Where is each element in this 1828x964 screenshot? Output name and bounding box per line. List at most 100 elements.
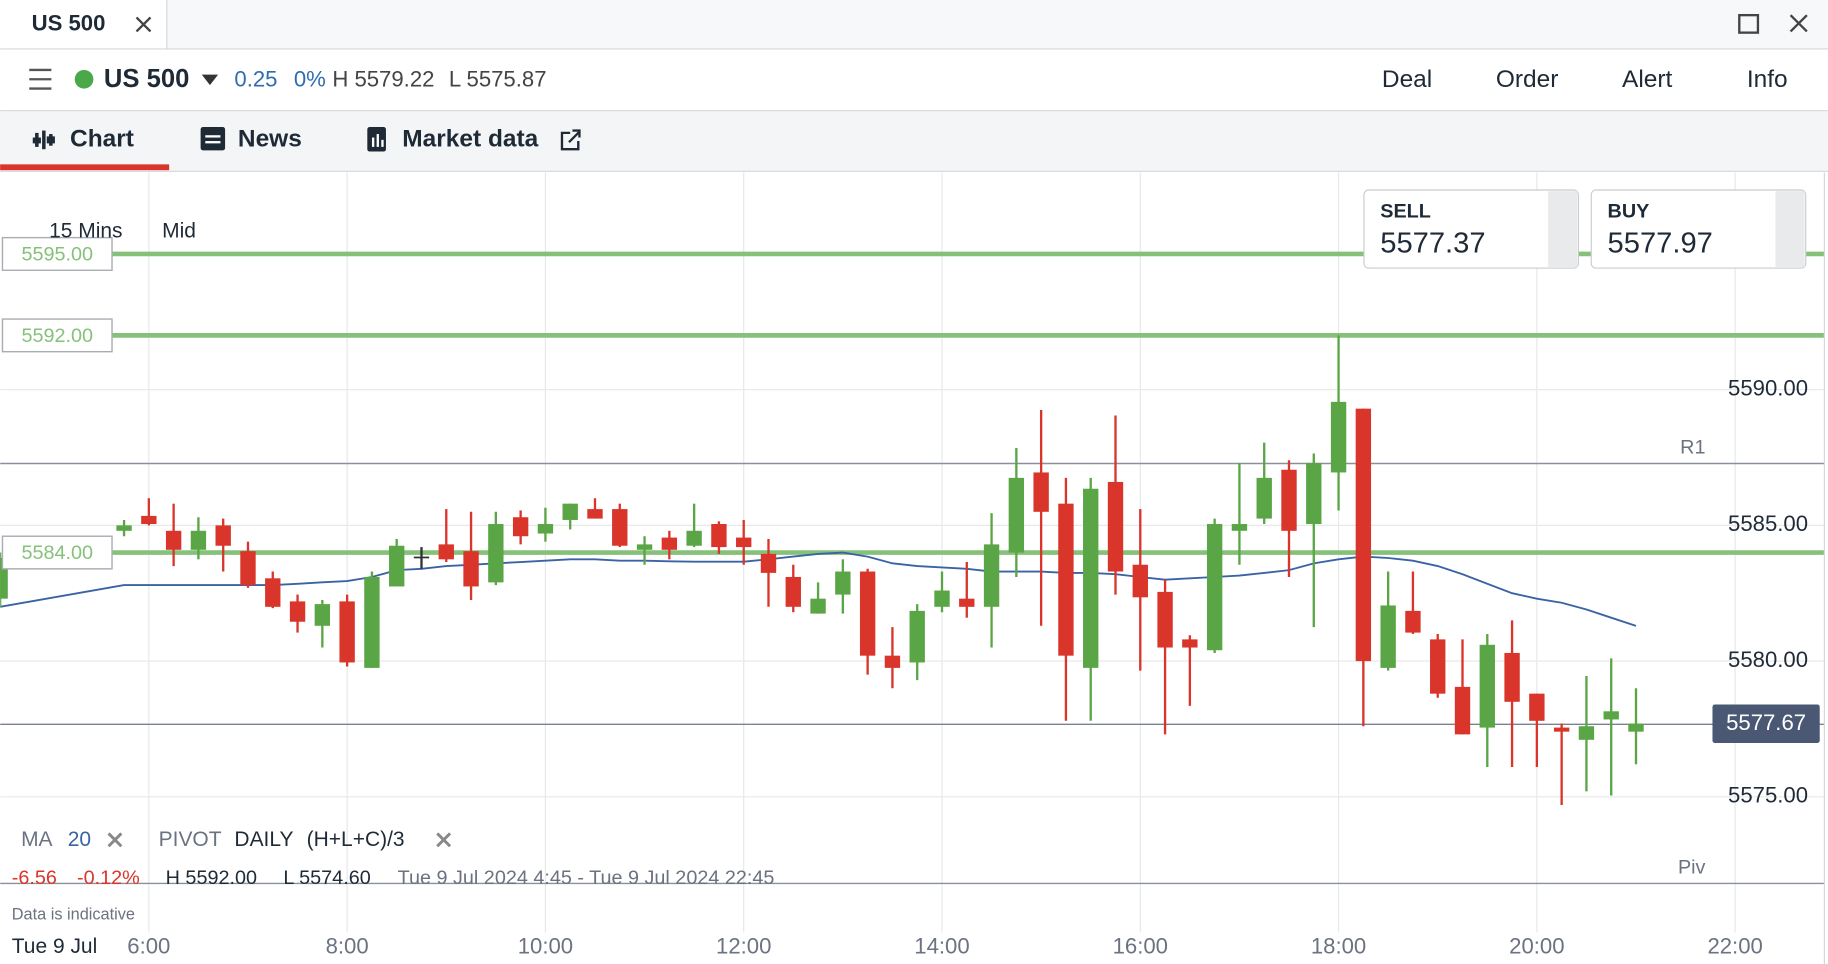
y-tick-label: 5590.00 <box>1728 376 1808 401</box>
candle-body <box>537 524 554 534</box>
candle-body <box>909 610 925 663</box>
sell-panel[interactable]: SELL 5577.37 <box>1363 189 1580 269</box>
buy-label: BUY <box>1608 200 1650 222</box>
pivot-period[interactable]: DAILY <box>234 828 293 851</box>
candle-body <box>314 604 331 626</box>
period-high: H 5592.00 <box>166 867 257 889</box>
alert-label-box <box>1 236 113 271</box>
candle-body <box>1430 639 1446 694</box>
sell-strip <box>1548 191 1578 267</box>
x-tick-label: 20:00 <box>1509 934 1564 959</box>
period-change: -6.56 <box>12 867 57 889</box>
dropdown-arrow[interactable] <box>201 74 219 86</box>
candle-body <box>488 524 504 583</box>
day-low: L 5575.87 <box>449 66 547 91</box>
market-data-icon <box>367 127 386 152</box>
action[interactable]: Info <box>1747 66 1788 93</box>
candle-body <box>1578 726 1595 740</box>
candle-body <box>835 571 851 595</box>
tab[interactable]: News <box>238 125 302 152</box>
candle-body <box>686 530 702 546</box>
tab[interactable]: Chart <box>70 125 134 152</box>
candle-body <box>1206 524 1223 651</box>
change-pct: 0% <box>294 66 326 91</box>
candle-body <box>1628 723 1644 732</box>
alert-label-box <box>1 535 113 570</box>
x-tick-label: 18:00 <box>1311 934 1366 959</box>
action[interactable]: Deal <box>1382 66 1432 93</box>
candle-body <box>884 655 901 668</box>
day-high: H 5579.22 <box>332 66 434 91</box>
sell-price: 5577.37 <box>1380 227 1485 259</box>
candle-body <box>1553 727 1570 732</box>
candle-body <box>1083 488 1099 668</box>
alert-label: 5595.00 <box>21 243 93 265</box>
candle-body <box>1107 481 1124 572</box>
candle-body <box>1479 644 1495 728</box>
candle-body <box>389 545 405 587</box>
remove-pivot[interactable] <box>436 832 452 848</box>
pivot-formula[interactable]: (H+L+C)/3 <box>307 828 405 851</box>
ma-period[interactable]: 20 <box>68 828 91 851</box>
candle-body <box>785 576 801 607</box>
candle-body <box>438 544 454 560</box>
x-tick-label: 10:00 <box>518 934 573 959</box>
news-icon <box>200 127 226 151</box>
candle-body <box>859 571 876 656</box>
menu-icon[interactable] <box>29 68 52 90</box>
alert-label-box <box>1 318 113 353</box>
x-tick-label: 14:00 <box>914 934 969 959</box>
tab-close[interactable] <box>135 16 152 33</box>
candle-body <box>760 553 777 573</box>
pivot-label: Piv <box>1678 856 1706 878</box>
candle-body <box>1355 408 1372 662</box>
pivot-label: R1 <box>1680 437 1705 459</box>
action[interactable]: Alert <box>1622 66 1673 93</box>
candle-body <box>413 556 430 559</box>
candle-body <box>1603 711 1619 720</box>
maximize-button[interactable] <box>1738 13 1760 34</box>
period-low: L 5574.60 <box>283 867 370 889</box>
candle-body <box>289 601 306 622</box>
candle-body <box>463 551 479 587</box>
candle-body <box>934 590 950 607</box>
candle-body <box>165 530 182 550</box>
candle-body <box>1182 639 1198 648</box>
close-window[interactable] <box>1789 14 1808 33</box>
interval[interactable]: 15 Mins <box>49 220 122 243</box>
remove-ma[interactable] <box>107 832 123 848</box>
buy-strip <box>1775 191 1805 267</box>
period-range: Tue 9 Jul 2024 4:45 - Tue 9 Jul 2024 22:… <box>398 867 775 889</box>
candle-body <box>512 517 529 537</box>
buy-box[interactable] <box>1590 189 1807 269</box>
window-tab[interactable] <box>0 0 167 49</box>
candle-body <box>1008 477 1025 553</box>
candle-body <box>661 537 678 550</box>
tab-row <box>0 111 1828 172</box>
sell-box[interactable] <box>1363 189 1580 269</box>
x-tick-label: 22:00 <box>1707 934 1762 959</box>
candle-body <box>141 515 157 525</box>
candle-body <box>1405 610 1421 633</box>
candle-body <box>1529 693 1545 721</box>
candle-body <box>587 509 603 519</box>
candle-body <box>711 524 727 548</box>
x-tick-label: 6:00 <box>127 934 170 959</box>
candle-body <box>215 525 231 546</box>
candle-body <box>612 509 628 546</box>
tab[interactable]: Market data <box>402 125 538 152</box>
x-tick-label: 12:00 <box>716 934 771 959</box>
disclaimer: Data is indicative <box>12 905 135 923</box>
action[interactable]: Order <box>1496 66 1559 93</box>
candle-body <box>1256 477 1272 519</box>
price-type[interactable]: Mid <box>162 220 196 243</box>
instrument-name[interactable]: US 500 <box>104 65 189 93</box>
plot-area <box>0 172 1825 933</box>
external-link-icon[interactable] <box>560 129 581 151</box>
sell-label: SELL <box>1380 200 1431 222</box>
buy-price: 5577.97 <box>1608 227 1713 259</box>
buy-panel[interactable]: BUY 5577.97 <box>1590 189 1807 269</box>
period-change-pct: -0.12% <box>77 867 140 889</box>
candle-body <box>1281 469 1297 531</box>
